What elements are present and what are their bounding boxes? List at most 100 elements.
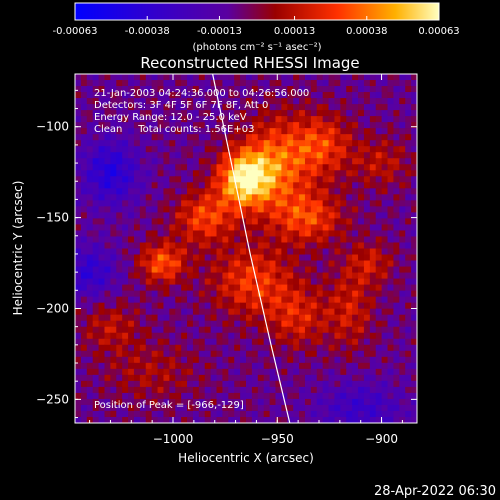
heatmap-cell: [122, 122, 129, 129]
heatmap-cell: [92, 110, 100, 117]
heatmap-cell: [116, 200, 123, 207]
heatmap-cell: [228, 290, 235, 298]
heatmap-cell: [251, 230, 259, 238]
heatmap-cell: [222, 170, 229, 177]
heatmap-cell: [352, 404, 359, 412]
heatmap-cell: [198, 290, 206, 298]
heatmap-cell: [234, 74, 241, 81]
heatmap-cell: [363, 380, 371, 388]
heatmap-cell: [110, 158, 117, 165]
heatmap-cell: [263, 392, 271, 400]
heatmap-cell: [334, 302, 341, 310]
heatmap-cell: [157, 212, 165, 220]
heatmap-cell: [322, 236, 330, 244]
heatmap-cell: [340, 356, 347, 364]
heatmap-cell: [405, 224, 412, 232]
heatmap-cell: [287, 296, 294, 304]
heatmap-cell: [228, 398, 235, 406]
heatmap-cell: [222, 332, 229, 340]
heatmap-cell: [257, 326, 265, 334]
heatmap-cell: [240, 344, 247, 352]
heatmap-cell: [275, 200, 282, 207]
heatmap-cell: [86, 374, 94, 382]
heatmap-cell: [246, 392, 253, 400]
heatmap-cell: [275, 134, 282, 141]
heatmap-cell: [281, 164, 288, 171]
heatmap-cell: [240, 308, 247, 316]
heatmap-cell: [187, 122, 194, 129]
heatmap-cell: [375, 278, 383, 286]
heatmap-cell: [163, 398, 170, 406]
heatmap-cell: [133, 200, 141, 207]
heatmap-cell: [322, 332, 330, 340]
heatmap-cell: [281, 152, 288, 159]
heatmap-cell: [310, 356, 318, 364]
heatmap-cell: [287, 176, 294, 183]
heatmap-cell: [145, 404, 153, 412]
heatmap-cell: [399, 200, 406, 207]
heatmap-cell: [104, 260, 111, 268]
heatmap-cell: [175, 392, 182, 400]
heatmap-cell: [204, 140, 212, 147]
heatmap-cell: [363, 98, 371, 105]
heatmap-cell: [145, 374, 153, 382]
heatmap-cell: [163, 266, 170, 274]
heatmap-cell: [346, 260, 353, 268]
heatmap-cell: [269, 218, 277, 226]
heatmap-cell: [369, 338, 377, 346]
heatmap-cell: [181, 104, 188, 111]
heatmap-cell: [151, 398, 159, 406]
heatmap-cell: [98, 176, 106, 183]
heatmap-cell: [411, 92, 417, 99]
heatmap-cell: [116, 260, 123, 268]
heatmap-cell: [163, 242, 170, 250]
heatmap-cell: [104, 368, 111, 376]
heatmap-cell: [169, 92, 176, 99]
heatmap-cell: [352, 224, 359, 232]
heatmap-cell: [104, 104, 111, 111]
heatmap-cell: [281, 218, 288, 226]
heatmap-cell: [128, 296, 135, 304]
heatmap-cell: [210, 224, 218, 232]
heatmap-cell: [257, 308, 265, 316]
heatmap-cell: [405, 128, 412, 135]
heatmap-cell: [304, 374, 312, 382]
heatmap-cell: [369, 92, 377, 99]
heatmap-cell: [157, 242, 165, 250]
heatmap-cell: [299, 314, 306, 322]
heatmap-cell: [334, 272, 341, 280]
heatmap-cell: [346, 206, 353, 213]
heatmap-cell: [175, 398, 182, 406]
heatmap-cell: [204, 326, 212, 334]
heatmap-cell: [293, 338, 300, 346]
heatmap-cell: [316, 146, 324, 153]
heatmap-cell: [151, 242, 159, 250]
heatmap-cell: [299, 140, 306, 147]
heatmap-cell: [411, 128, 417, 135]
heatmap-cell: [246, 314, 253, 322]
heatmap-cell: [198, 368, 206, 376]
heatmap-cell: [346, 374, 353, 382]
heatmap-cell: [192, 254, 200, 262]
heatmap-cell: [181, 410, 188, 418]
heatmap-cell: [246, 350, 253, 358]
heatmap-cell: [181, 302, 188, 310]
heatmap-cell: [399, 122, 406, 129]
heatmap-cell: [104, 392, 111, 400]
heatmap-cell: [133, 284, 141, 292]
heatmap-cell: [216, 236, 224, 244]
heatmap-cell: [128, 134, 135, 141]
heatmap-cell: [275, 314, 282, 322]
heatmap-cell: [80, 182, 88, 189]
heatmap-cell: [240, 356, 247, 364]
heatmap-cell: [222, 104, 229, 111]
heatmap-cell: [399, 206, 406, 213]
heatmap-cell: [393, 98, 400, 105]
info-clean-counts: Clean Total counts: 1.56E+03: [94, 124, 254, 135]
heatmap-cell: [381, 194, 389, 201]
heatmap-cell: [210, 290, 218, 298]
heatmap-cell: [399, 86, 406, 93]
heatmap-cell: [316, 356, 324, 364]
heatmap-cell: [151, 194, 159, 201]
heatmap-cell: [352, 200, 359, 207]
